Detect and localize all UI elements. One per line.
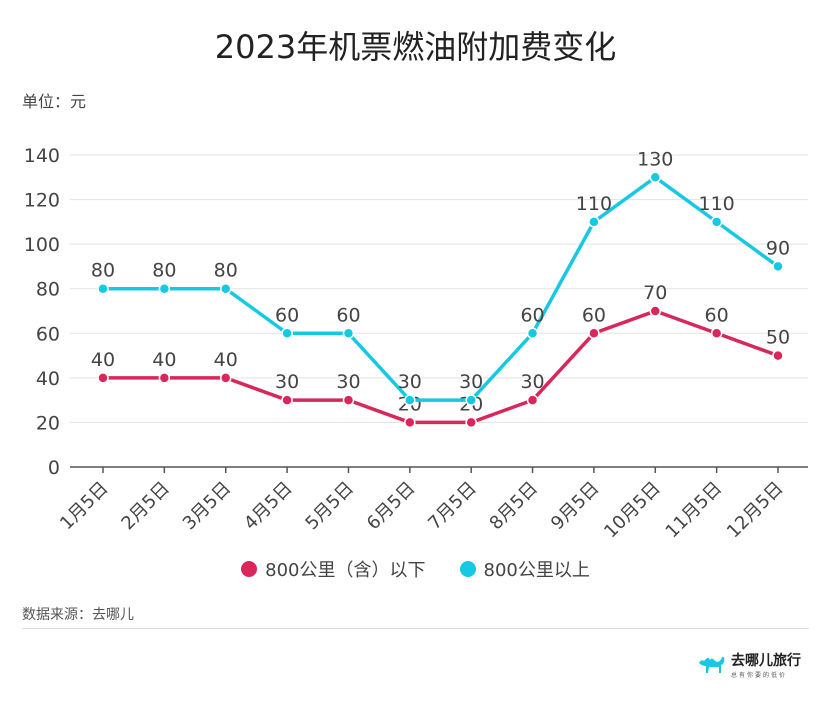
- data-point: [97, 372, 109, 384]
- x-tick-label: 12月5日: [723, 478, 788, 543]
- x-tick-label: 9月5日: [547, 478, 604, 535]
- data-label: 30: [398, 371, 422, 393]
- x-tick-label: 11月5日: [662, 478, 727, 543]
- legend-label-below: 800公里（含）以下: [265, 560, 426, 581]
- data-point: [710, 327, 723, 340]
- data-label: 110: [576, 193, 612, 215]
- x-tick-label: 5月5日: [301, 478, 358, 535]
- data-point: [219, 282, 232, 295]
- y-tick-label: 0: [48, 457, 60, 479]
- data-label: 60: [336, 304, 360, 326]
- data-point: [281, 327, 293, 340]
- data-point: [465, 394, 477, 406]
- data-point: [342, 394, 355, 406]
- legend-marker-above: [459, 561, 476, 577]
- data-point: [588, 327, 600, 340]
- data-label: 130: [637, 148, 673, 170]
- legend: 800公里（含）以下 800公里以上: [0, 556, 831, 582]
- data-label: 90: [766, 237, 790, 259]
- x-tick-label: 6月5日: [363, 478, 420, 535]
- data-label: 30: [459, 371, 483, 393]
- x-tick-label: 3月5日: [179, 478, 236, 535]
- x-tick-label: 7月5日: [424, 478, 481, 535]
- legend-item-below[interactable]: 800公里（含）以下: [241, 556, 426, 582]
- logo-name: 去哪儿旅行: [731, 653, 801, 669]
- data-label: 30: [336, 371, 360, 393]
- y-tick-label: 80: [36, 279, 60, 301]
- data-point: [649, 171, 662, 184]
- divider: [22, 628, 809, 629]
- y-tick-label: 140: [24, 145, 60, 167]
- data-point: [465, 416, 477, 429]
- data-point: [772, 349, 784, 362]
- x-tick-label: 10月5日: [600, 478, 665, 543]
- brand-logo: 去哪儿旅行 总有你要的低价: [697, 650, 801, 679]
- logo-tagline: 总有你要的低价: [731, 672, 788, 679]
- y-tick-label: 40: [36, 368, 60, 390]
- camel-icon: [699, 656, 725, 673]
- y-tick-label: 120: [24, 190, 60, 212]
- unit-label: 单位：元: [22, 92, 87, 111]
- series-line-1: [101, 175, 780, 402]
- data-point: [526, 327, 539, 340]
- data-point: [158, 282, 171, 295]
- legend-marker-below: [241, 561, 258, 577]
- data-label: 110: [699, 193, 735, 215]
- x-tick-label: 8月5日: [486, 478, 543, 535]
- x-tick-label: 2月5日: [117, 478, 174, 535]
- data-point: [219, 372, 232, 384]
- x-tick-label: 1月5日: [56, 478, 113, 535]
- data-label: 60: [582, 304, 606, 326]
- data-point: [97, 282, 109, 295]
- data-point: [649, 305, 662, 317]
- data-label: 30: [275, 371, 299, 393]
- y-tick-label: 100: [24, 234, 60, 256]
- data-label: 40: [152, 349, 176, 371]
- data-label: 60: [705, 304, 729, 326]
- series-line-0: [101, 309, 780, 425]
- data-point: [588, 216, 600, 228]
- data-point: [404, 394, 416, 406]
- data-label: 60: [275, 304, 299, 326]
- chart-title: 2023年机票燃油附加费变化: [214, 28, 617, 66]
- data-label: 80: [91, 260, 115, 282]
- data-label: 60: [520, 304, 544, 326]
- data-label: 50: [766, 327, 790, 349]
- source-note: 数据来源：去哪儿: [22, 607, 134, 623]
- x-tick-label: 4月5日: [240, 478, 297, 535]
- data-label: 80: [152, 260, 176, 282]
- data-point: [526, 394, 539, 406]
- data-label: 80: [214, 260, 238, 282]
- legend-label-above: 800公里以上: [483, 560, 590, 581]
- data-label: 70: [643, 282, 667, 304]
- data-label: 40: [214, 349, 238, 371]
- data-point: [342, 327, 355, 340]
- data-label: 40: [91, 349, 115, 371]
- data-point: [772, 260, 784, 273]
- data-point: [281, 394, 293, 406]
- y-tick-label: 20: [36, 412, 60, 434]
- data-point: [404, 416, 416, 429]
- legend-item-above[interactable]: 800公里以上: [459, 556, 590, 582]
- y-tick-label: 60: [36, 323, 60, 345]
- data-point: [158, 372, 171, 384]
- data-label: 30: [520, 371, 544, 393]
- data-point: [710, 216, 723, 228]
